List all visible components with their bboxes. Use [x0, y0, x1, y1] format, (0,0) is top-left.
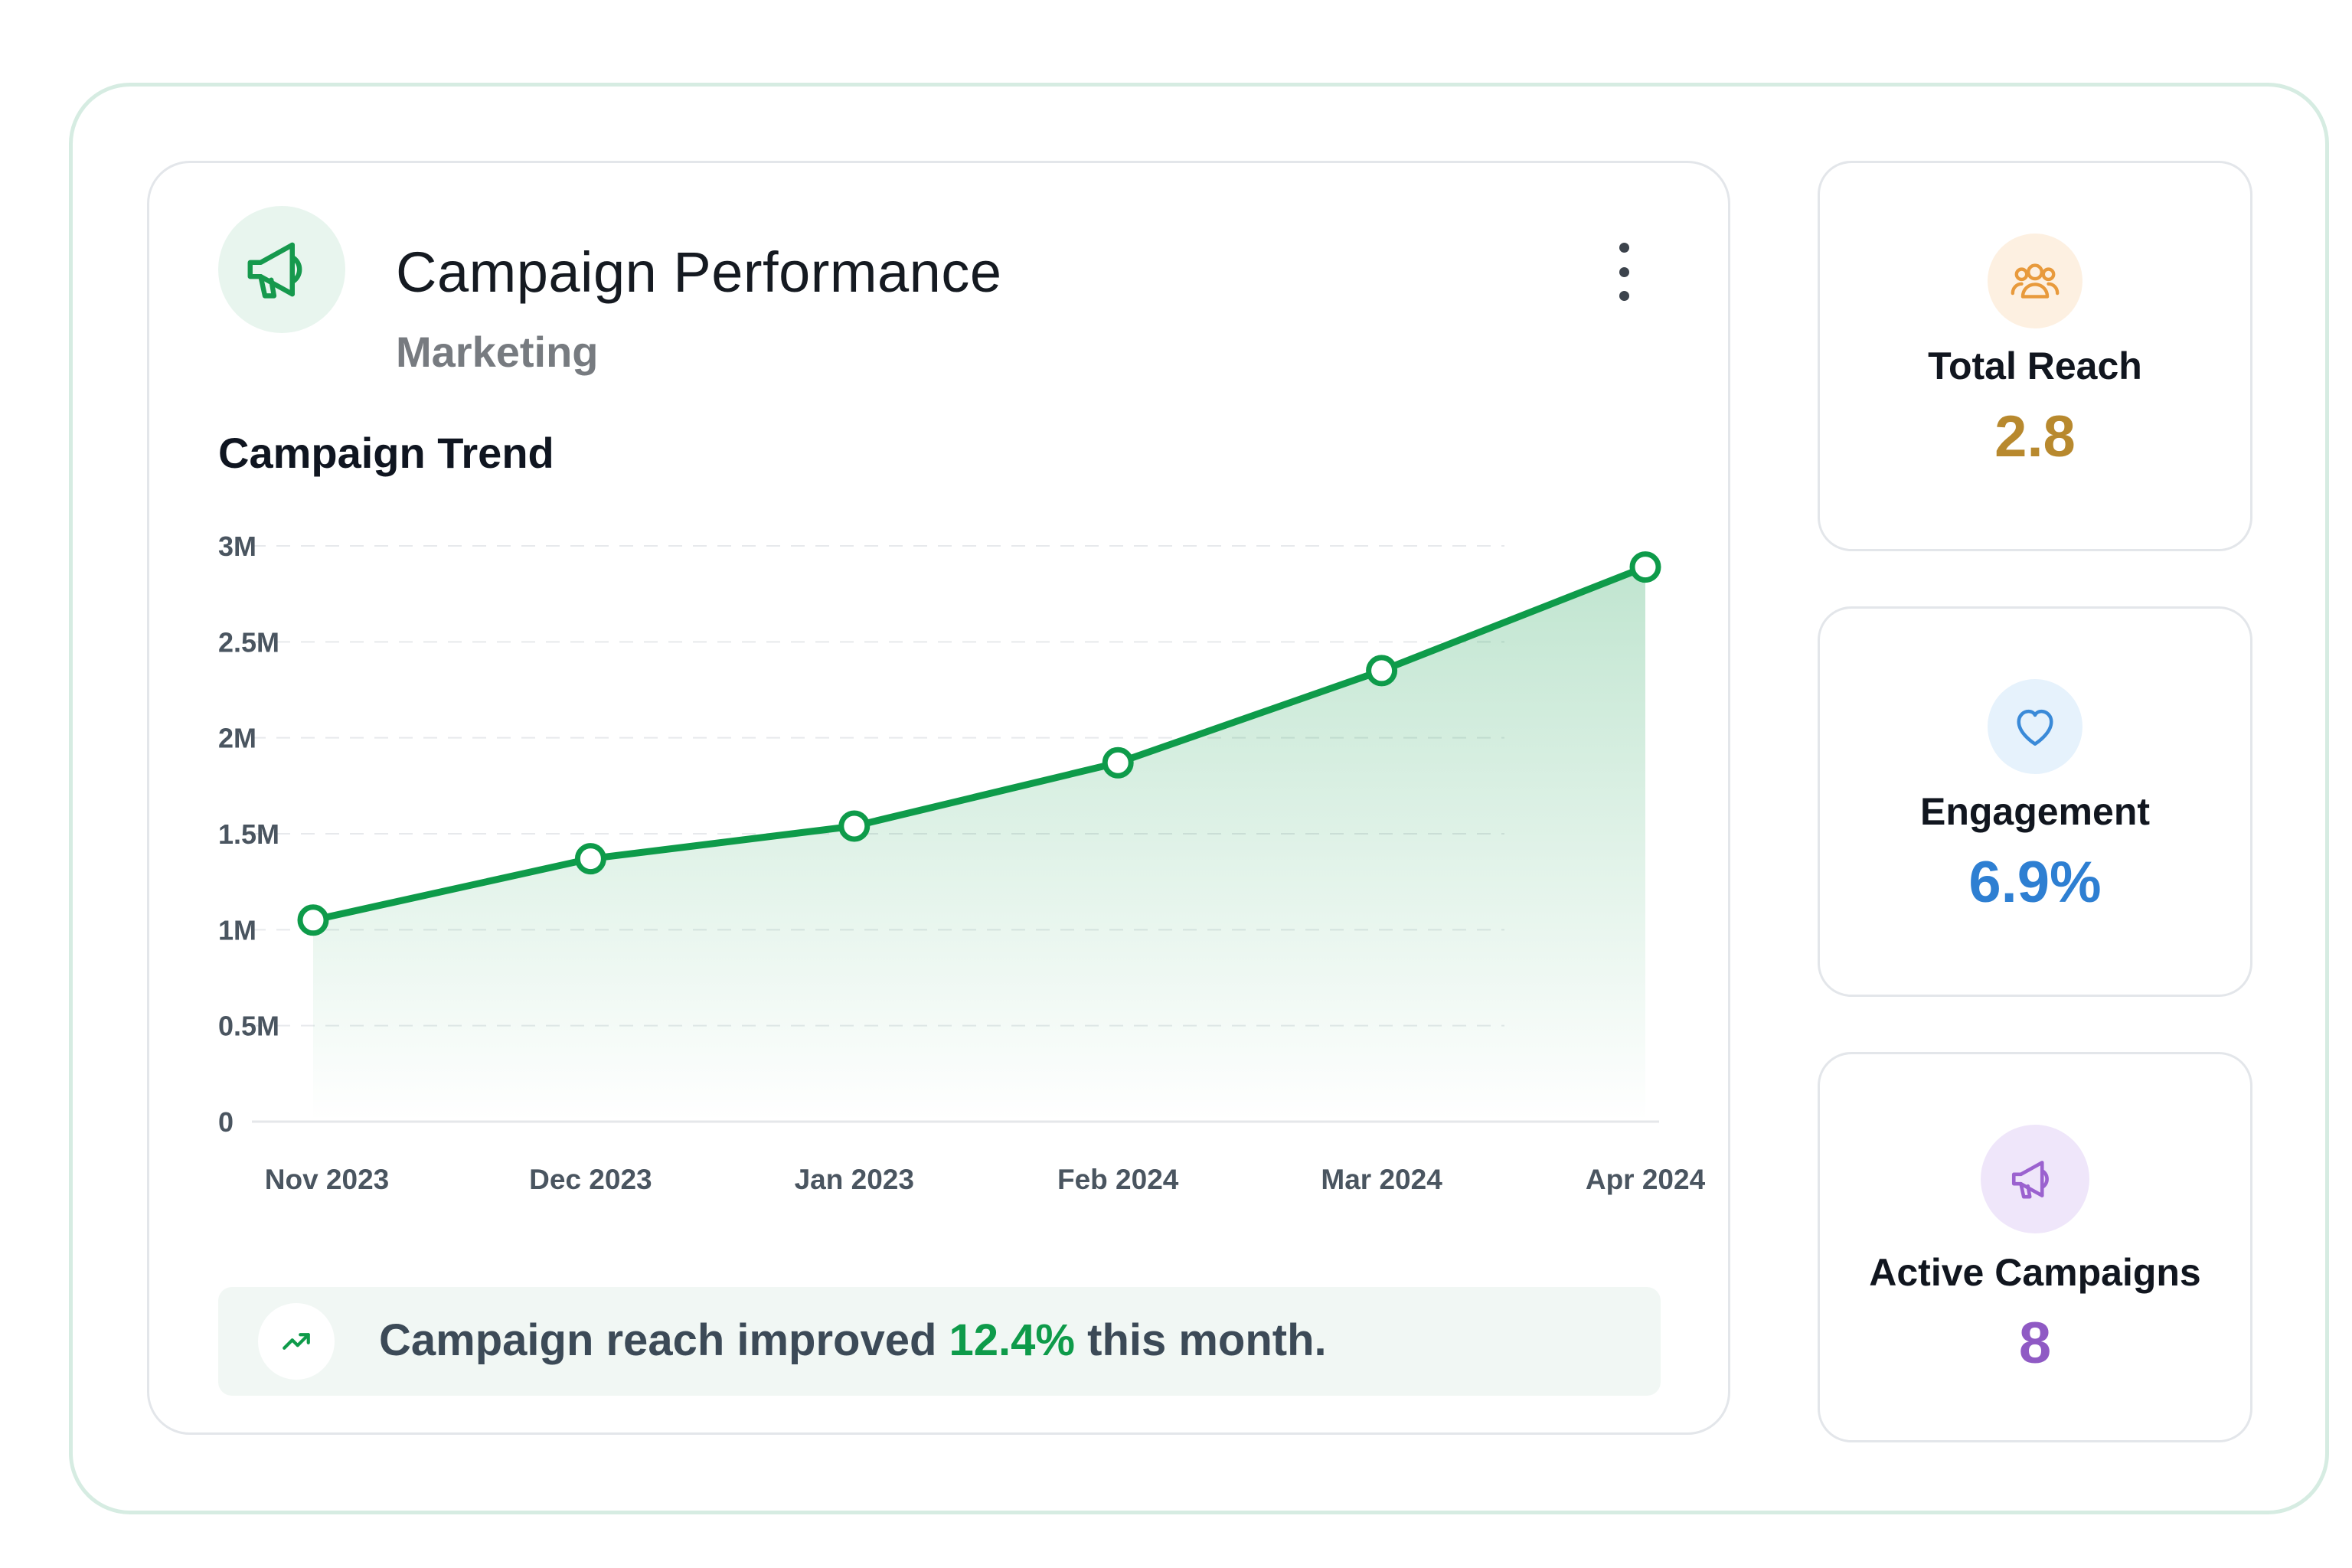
x-tick-label: Nov 2023	[265, 1164, 390, 1195]
stat-value: 2.8	[1994, 404, 2076, 469]
stat-value: 8	[2018, 1311, 2052, 1376]
stat-value: 6.9%	[1968, 850, 2102, 915]
campaign-trend-chart: 0 0.5M 1M 1.5M 2M 2.5M 3M Nov 2023 Dec 2023 Jan …	[218, 531, 1706, 1195]
kebab-menu-icon[interactable]	[1609, 243, 1639, 301]
series-line	[309, 564, 1649, 924]
data-point	[1102, 746, 1134, 779]
x-tick-label: Feb 2024	[1057, 1164, 1179, 1195]
insight-banner: Campaign reach improved 12.4% this month…	[218, 1287, 1661, 1396]
trending-up-icon	[258, 1303, 335, 1380]
insight-text: Campaign reach improved 12.4% this month…	[379, 1315, 1327, 1366]
x-tick-label: Dec 2023	[529, 1164, 652, 1195]
stat-card-engagement: Engagement 6.9%	[1818, 606, 2252, 997]
insight-highlight: 12.4%	[949, 1315, 1076, 1365]
data-point	[1366, 655, 1398, 687]
y-tick-label: 0.5M	[218, 1011, 279, 1042]
y-tick-label: 1.5M	[218, 818, 279, 850]
data-point	[838, 810, 871, 842]
y-tick-label: 1M	[218, 914, 256, 946]
users-icon	[1988, 234, 2082, 328]
y-tick-label: 2.5M	[218, 626, 279, 658]
stat-label: Engagement	[1919, 790, 2151, 833]
x-tick-label: Apr 2024	[1586, 1164, 1706, 1195]
campaign-performance-card: Campaign Performance Marketing Campaign …	[147, 161, 1730, 1435]
insight-text-before: Campaign reach improved	[379, 1315, 949, 1365]
chart-section-title: Campaign Trend	[218, 429, 554, 477]
data-point	[1629, 551, 1661, 583]
data-point	[297, 904, 329, 936]
megaphone-icon	[1981, 1125, 2089, 1233]
y-tick-label: 0	[218, 1106, 234, 1138]
x-tick-label: Jan 2023	[795, 1164, 914, 1195]
series-area	[313, 567, 1645, 1122]
stat-label: Total Reach	[1928, 345, 2142, 387]
y-tick-label: 2M	[218, 723, 256, 754]
stat-label: Active Campaigns	[1869, 1251, 2201, 1294]
data-point	[574, 843, 606, 875]
x-tick-label: Mar 2024	[1321, 1164, 1442, 1195]
stat-card-total-reach: Total Reach 2.8	[1818, 161, 2252, 551]
card-subtitle: Marketing	[396, 328, 599, 376]
stat-card-active-campaigns: Active Campaigns 8	[1818, 1052, 2252, 1442]
card-title: Campaign Performance	[396, 240, 1002, 304]
megaphone-icon	[218, 206, 345, 333]
y-tick-label: 3M	[218, 531, 256, 562]
insight-text-after: this month.	[1075, 1315, 1327, 1365]
heart-icon	[1988, 679, 2082, 774]
